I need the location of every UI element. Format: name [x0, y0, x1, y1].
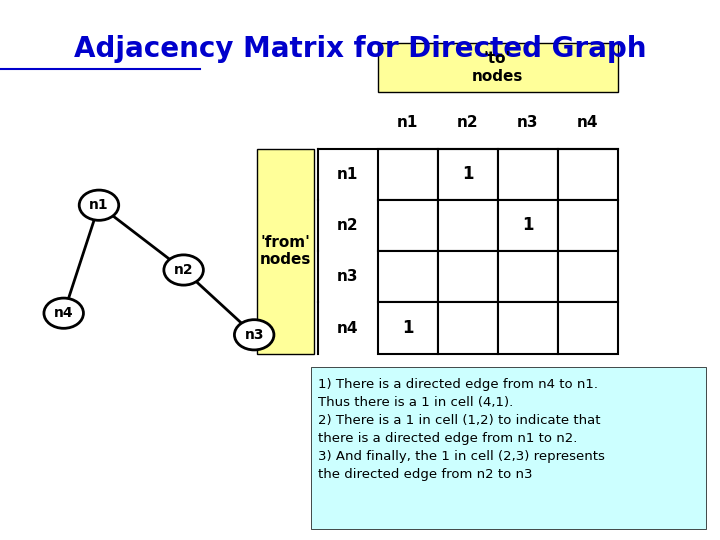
- Circle shape: [164, 255, 203, 285]
- Bar: [377, 200, 438, 251]
- Text: n1: n1: [89, 198, 109, 212]
- Text: 'from'
nodes: 'from' nodes: [260, 235, 311, 267]
- Bar: [438, 148, 498, 200]
- Bar: [377, 251, 438, 302]
- Text: n2: n2: [456, 116, 478, 130]
- Bar: [498, 148, 557, 200]
- Text: n4: n4: [577, 116, 598, 130]
- Bar: [498, 200, 557, 251]
- Text: n3: n3: [517, 116, 539, 130]
- Text: n1: n1: [337, 167, 359, 181]
- Bar: [557, 200, 618, 251]
- Circle shape: [44, 298, 84, 328]
- Bar: [438, 302, 498, 354]
- Text: 1) There is a directed edge from n4 to n1.
Thus there is a 1 in cell (4,1).
2) T: 1) There is a directed edge from n4 to n…: [318, 378, 605, 481]
- Text: n4: n4: [337, 321, 359, 335]
- Text: Adjacency Matrix for Directed Graph: Adjacency Matrix for Directed Graph: [73, 35, 647, 63]
- Bar: [557, 148, 618, 200]
- Text: 1: 1: [462, 165, 473, 183]
- Text: n2: n2: [174, 263, 194, 277]
- Text: n4: n4: [54, 306, 73, 320]
- Text: 1: 1: [522, 217, 534, 234]
- Bar: [438, 200, 498, 251]
- FancyBboxPatch shape: [377, 43, 618, 92]
- FancyBboxPatch shape: [257, 148, 314, 354]
- Text: n2: n2: [337, 218, 359, 233]
- Text: 1: 1: [402, 319, 413, 337]
- Bar: [498, 302, 557, 354]
- Circle shape: [235, 320, 274, 350]
- Bar: [498, 251, 557, 302]
- Bar: [377, 148, 438, 200]
- Text: n3: n3: [244, 328, 264, 342]
- Bar: [557, 302, 618, 354]
- Text: 'to'
nodes: 'to' nodes: [472, 51, 523, 84]
- Text: Adjacency: Adjacency: [0, 539, 1, 540]
- Bar: [438, 251, 498, 302]
- Bar: [377, 302, 438, 354]
- Text: n3: n3: [337, 269, 359, 284]
- Circle shape: [79, 190, 119, 220]
- Bar: [557, 251, 618, 302]
- FancyBboxPatch shape: [310, 367, 706, 529]
- Text: n1: n1: [397, 116, 418, 130]
